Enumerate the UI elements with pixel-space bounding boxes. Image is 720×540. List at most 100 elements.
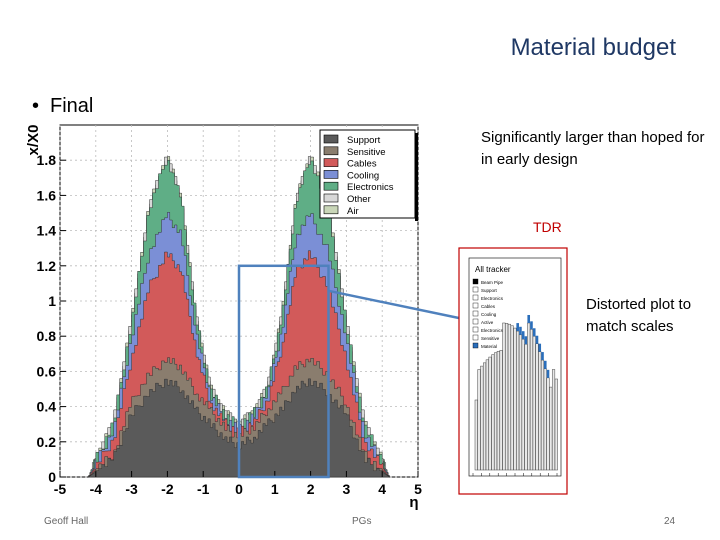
inset-legend-swatch — [472, 278, 479, 285]
connector-line — [328, 289, 479, 324]
inset-legend-entry: Cables — [481, 304, 496, 309]
stacked-areas — [88, 156, 390, 478]
inset-bar — [496, 351, 500, 471]
y-axis-label: x/X0 — [25, 125, 42, 156]
y-tick-label: 0.6 — [37, 363, 57, 379]
inset-bar-top — [530, 321, 533, 330]
inset-bar — [477, 369, 481, 471]
legend-swatch — [323, 146, 339, 156]
x-tick-label: 5 — [414, 481, 422, 497]
y-tick-label: 1.6 — [37, 187, 57, 203]
inset-bar-top — [516, 323, 519, 332]
highlight-region — [237, 264, 479, 479]
inset-legend-entry: Material — [481, 344, 497, 349]
x-tick-label: -2 — [161, 481, 174, 497]
tdr-inset-plot: All tracker Beam Pipe Support Electronics Ca… — [458, 247, 568, 495]
legend-swatch — [323, 181, 339, 191]
y-tick-label: 0.8 — [37, 328, 57, 344]
legend-shadow — [415, 133, 418, 221]
inset-legend-swatch — [472, 326, 479, 333]
inset-bar — [480, 365, 484, 471]
x-axis-label: η — [409, 494, 418, 511]
footer-author: Geoff Hall — [44, 516, 89, 527]
y-tick-label: 1 — [48, 293, 56, 309]
legend-swatch — [323, 158, 339, 167]
footer-center: PGs — [352, 516, 372, 527]
inset-legend-swatch — [472, 294, 479, 301]
x-tick-label: 2 — [307, 481, 315, 497]
inset-legend-entry: Cooling — [481, 312, 497, 317]
inset-bar — [513, 327, 517, 471]
x-tick-label: -3 — [125, 481, 138, 497]
legend-swatch — [323, 193, 339, 203]
inset-bar — [516, 330, 520, 471]
inset-bar — [507, 323, 511, 471]
inset-bar-top — [543, 360, 547, 369]
tdr-label: TDR — [533, 219, 562, 235]
inset-bar-top — [527, 314, 531, 323]
inset-legend-title: All tracker — [475, 265, 511, 274]
legend-entry: Sensitive — [347, 147, 386, 158]
legend-entry: Other — [347, 194, 371, 205]
inset-bar — [491, 354, 495, 471]
legend-swatch — [323, 134, 339, 144]
inset-legend-entry: Sensitive — [481, 336, 500, 341]
inset-bar — [529, 329, 534, 471]
inset-bar-top — [541, 352, 544, 361]
inset-bar — [527, 322, 531, 471]
legend-entry: Electronics — [347, 182, 394, 193]
bullet-dot-icon: • — [32, 95, 40, 117]
x-tick-label: 4 — [378, 481, 386, 497]
inset-bar-top — [535, 335, 539, 344]
legend-entry: Cooling — [347, 170, 379, 181]
inset-legend-swatch — [472, 310, 479, 317]
bullet-text: Final — [50, 95, 94, 117]
inset-legend-entry: Beam Pipe — [481, 280, 504, 285]
inset-bar — [538, 351, 542, 471]
inset-bar — [518, 334, 522, 471]
inset-bar — [494, 352, 498, 471]
inset-legend-swatch — [472, 286, 479, 293]
inset-bar — [485, 359, 489, 471]
inset-legend-entry: Support — [481, 288, 498, 293]
inset-bar — [543, 368, 547, 471]
inset-legend-swatch — [472, 334, 479, 341]
x-tick-label: -5 — [54, 481, 67, 497]
slide-title: Material budget — [510, 34, 676, 61]
legend-entry: Cables — [347, 159, 377, 170]
bullet-item: • Final — [32, 95, 93, 118]
inset-legend-entry: Active — [481, 320, 494, 325]
inset-bar — [521, 338, 525, 471]
inset-bar — [505, 323, 509, 471]
legend-entry: Support — [347, 135, 381, 146]
inset-bar-top — [532, 328, 536, 337]
inset-legend-entry: Electronics — [481, 296, 504, 301]
y-tick-label: 0.4 — [37, 399, 57, 415]
x-tick-label: -4 — [90, 481, 103, 497]
inset-bar — [546, 377, 550, 471]
inset-bar — [483, 362, 487, 471]
inset-bar-top — [521, 331, 525, 340]
footer-page-number: 24 — [664, 516, 676, 527]
y-tick-label: 1.2 — [37, 258, 57, 274]
inset-bar — [540, 359, 545, 471]
inset-bar-top — [538, 343, 542, 352]
x-tick-label: 0 — [235, 481, 243, 497]
inset-bar — [474, 399, 478, 471]
y-tick-label: 1.4 — [37, 223, 57, 239]
y-tick-label: 0 — [48, 469, 56, 485]
x-tick-label: 3 — [343, 481, 351, 497]
inset-legend-swatch — [472, 318, 479, 325]
y-tick-label: 0.2 — [37, 434, 57, 450]
legend-swatch — [323, 170, 339, 179]
axes: -5 -4 -3 -2 -1 0 1 2 3 4 5 0 0.2 0.4 0.6 0.8 1 1.2 1.4 1.6 1… — [25, 125, 422, 511]
inset-bar — [532, 336, 536, 471]
inset-legend-entry: Electronics — [481, 328, 504, 333]
legend: SupportSensitiveCablesCoolingElectronics… — [319, 129, 418, 221]
inset-legend-swatch — [472, 342, 479, 349]
inset-bar-top — [519, 326, 522, 335]
inset-legend-swatch — [472, 302, 479, 309]
inset-bar-top — [546, 369, 550, 378]
x-tick-label: -1 — [197, 481, 210, 497]
